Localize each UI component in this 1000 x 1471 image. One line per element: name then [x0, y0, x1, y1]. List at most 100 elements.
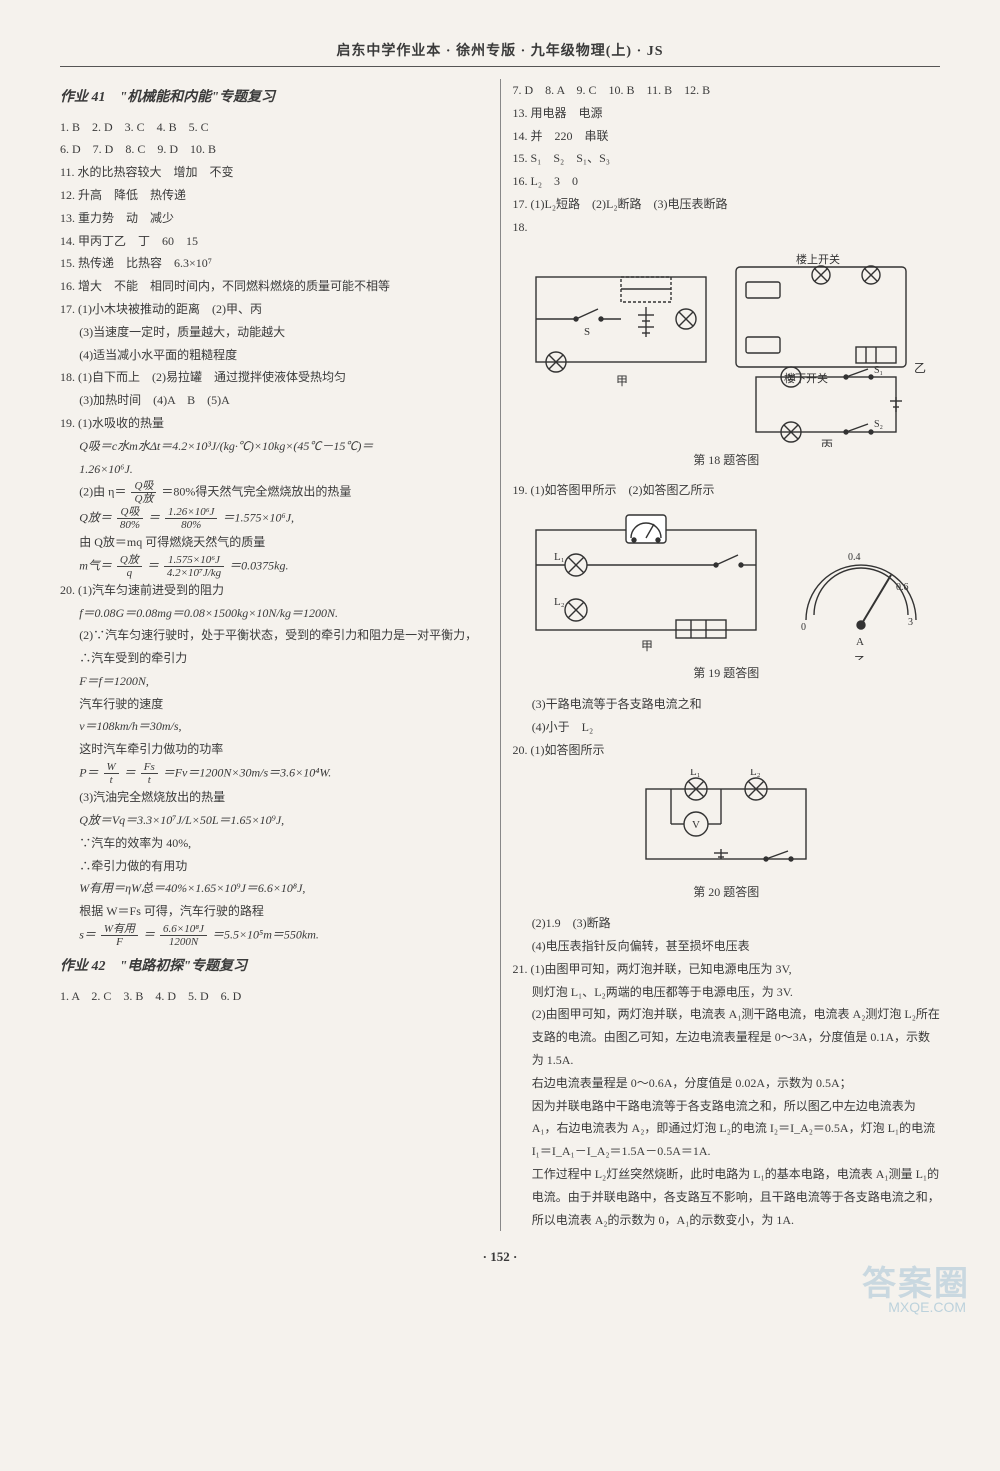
q1-5: 1. B 2. D 3. C 4. B 5. C — [60, 116, 488, 139]
q17-1: 17. (1)小木块被推动的距离 (2)甲、丙 — [60, 298, 488, 321]
watermark-url: MXQE.COM — [888, 1299, 966, 1315]
q19-2: (2)由 η＝ Q吸 Q放 ＝80%得天然气完全燃烧放出的热量 — [60, 480, 488, 505]
svg-text:楼上开关: 楼上开关 — [796, 252, 840, 266]
q19-eq1-val: 1.26×10⁶J. — [60, 458, 488, 481]
q14: 14. 甲丙丁乙 丁 60 15 — [60, 230, 488, 253]
circuit-diagram-19-icon: L₁ L₂ 甲 — [526, 510, 926, 660]
q20-F: F＝f＝1200N, — [60, 670, 488, 693]
r-q21-2d: 工作过程中 L₂灯丝突然烧断，此时电路为 L₁的基本电路，电流表 A₁测量 L₁… — [513, 1163, 941, 1231]
figure-20-caption: 第 20 题答图 — [513, 881, 941, 904]
figure-19: L₁ L₂ 甲 — [513, 510, 941, 685]
q19-2-pre: (2)由 η＝ — [79, 485, 126, 499]
r-q19-1: 19. (1)如答图甲所示 (2)如答图乙所示 — [513, 479, 941, 502]
r-q21-1b: 则灯泡 L₁、L₂两端的电压都等于电源电压，为 3V. — [513, 981, 941, 1004]
q20-P: P＝ W t ＝ Fs t ＝Fv＝1200N×30m/s＝3.6×10⁴W. — [60, 761, 488, 786]
svg-text:M: M — [787, 373, 796, 384]
frac-m2-den: 4.2×10⁷J/kg — [164, 567, 224, 579]
svg-text:甲: 甲 — [616, 374, 628, 388]
q20-so: ∴汽车受到的牵引力 — [60, 647, 488, 670]
svg-text:A: A — [856, 636, 864, 648]
svg-text:乙: 乙 — [914, 361, 926, 375]
r-q17: 17. (1)L₂短路 (2)L₂断路 (3)电压表断路 — [513, 193, 941, 216]
q20-W: W有用＝ηW总＝40%×1.65×10⁹J＝6.6×10⁸J, — [60, 877, 488, 900]
svg-text:L₁: L₁ — [690, 769, 701, 778]
figure-18-caption: 第 18 题答图 — [513, 449, 941, 472]
q19-qfang-post: ＝1.575×10⁶J, — [222, 510, 294, 524]
q20-s-mid: ＝ — [143, 927, 155, 941]
r-q14: 14. 并 220 串联 — [513, 125, 941, 148]
q19-mq: 由 Q放＝mq 可得燃烧天然气的质量 — [60, 531, 488, 554]
frac-q1-den: 80% — [117, 519, 143, 531]
s42-q1-6: 1. A 2. C 3. B 4. D 5. D 6. D — [60, 985, 488, 1008]
right-column: 7. D 8. A 9. C 10. B 11. B 12. B 13. 用电器… — [513, 79, 941, 1231]
q19-mgas-mid: ＝ — [147, 558, 159, 572]
frac-q1: Q吸 80% — [117, 506, 143, 531]
r-q21-2c: 因为并联电路中干路电流等于各支路电流之和，所以图乙中左边电流表为 A₁，右边电流… — [513, 1095, 941, 1163]
frac-eta-num: Q吸 — [131, 480, 156, 493]
q6-10: 6. D 7. D 8. C 9. D 10. B — [60, 138, 488, 161]
q20-dist-label: 根据 W＝Fs 可得，汽车行驶的路程 — [60, 900, 488, 923]
figure-19-caption: 第 19 题答图 — [513, 662, 941, 685]
q19-eq1: Q吸＝c水m水Δt＝4.2×10³J/(kg·℃)×10kg×(45℃－15℃)… — [60, 435, 488, 458]
q19-qfang: Q放＝ Q吸 80% ＝ 1.26×10⁶J 80% ＝1.575×10⁶J, — [60, 506, 488, 531]
q20-s-pre: s＝ — [79, 927, 96, 941]
r-q16: 16. L₂ 3 0 — [513, 170, 941, 193]
r-q19-4: (4)小于 L₂ — [513, 716, 941, 739]
svg-text:甲: 甲 — [641, 639, 653, 653]
svg-text:V: V — [692, 819, 700, 831]
frac-m2-num: 1.575×10⁶J — [164, 554, 224, 567]
column-divider — [500, 79, 501, 1231]
figure-20: L₁ L₂ V — [513, 769, 941, 904]
figure-18: S 甲 — [513, 247, 941, 472]
q20-eff: ∵汽车的效率为 40%, — [60, 832, 488, 855]
q18-1: 18. (1)自下而上 (2)易拉罐 通过搅拌使液体受热均匀 — [60, 366, 488, 389]
frac-m1-den: q — [117, 567, 142, 579]
q19-qfang-mid: ＝ — [148, 510, 160, 524]
content-columns: 作业 41 "机械能和内能"专题复习 1. B 2. D 3. C 4. B 5… — [60, 79, 940, 1231]
q20-P-post: ＝Fv＝1200N×30m/s＝3.6×10⁴W. — [163, 765, 332, 779]
r-q21-2: (2)由图甲可知，两灯泡并联，电流表 A₁测干路电流，电流表 A₂测灯泡 L₂所… — [513, 1003, 941, 1071]
frac-Wt-num: W — [104, 761, 119, 774]
q19-mgas: m气＝ Q放 q ＝ 1.575×10⁶J 4.2×10⁷J/kg ＝0.037… — [60, 554, 488, 579]
svg-text:L₂: L₂ — [750, 769, 761, 778]
frac-q2-den: 80% — [165, 519, 217, 531]
svg-text:0: 0 — [801, 622, 806, 633]
r-q19-3: (3)干路电流等于各支路电流之和 — [513, 693, 941, 716]
q18-3: (3)加热时间 (4)A B (5)A — [60, 389, 488, 412]
frac-WF: W有用 F — [101, 923, 138, 948]
frac-q1-num: Q吸 — [117, 506, 143, 519]
q19-2-post: ＝80%得天然气完全燃烧放出的热量 — [161, 485, 351, 499]
frac-q2: 1.26×10⁶J 80% — [165, 506, 217, 531]
svg-text:L₁: L₁ — [554, 551, 565, 563]
circuit-diagram-20-icon: L₁ L₂ V — [626, 769, 826, 879]
frac-m2: 1.575×10⁶J 4.2×10⁷J/kg — [164, 554, 224, 579]
svg-text:S₁: S₁ — [874, 365, 883, 376]
q20-s-post: ＝5.5×10⁵m＝550km. — [212, 927, 319, 941]
page-header: 启东中学作业本 · 徐州专版 · 九年级物理(上) · JS — [60, 40, 940, 67]
r-q21-2b: 右边电流表量程是 0～0.6A，分度值是 0.02A，示数为 0.5A； — [513, 1072, 941, 1095]
left-column: 作业 41 "机械能和内能"专题复习 1. B 2. D 3. C 4. B 5… — [60, 79, 488, 1231]
svg-text:0.4: 0.4 — [848, 552, 861, 563]
q20-speed-label: 汽车行驶的速度 — [60, 693, 488, 716]
frac-Fst: Fs t — [141, 761, 158, 786]
svg-text:L₂: L₂ — [554, 596, 565, 608]
page-number: · 152 · — [60, 1249, 940, 1265]
q20-Q: Q放＝Vq＝3.3×10⁷J/L×50L＝1.65×10⁹J, — [60, 809, 488, 832]
frac-m1: Q放 q — [117, 554, 142, 579]
frac-Wt-den: t — [104, 774, 119, 786]
svg-text:0.6: 0.6 — [896, 582, 909, 593]
svg-text:乙: 乙 — [854, 654, 866, 660]
q20-P-mid: ＝ — [124, 765, 136, 779]
r-q21-1: 21. (1)由图甲可知，两灯泡并联，已知电源电压为 3V, — [513, 958, 941, 981]
svg-text:S: S — [584, 326, 590, 338]
circuit-diagram-18-icon: S 甲 — [526, 247, 926, 447]
frac-WF-den: F — [101, 936, 138, 948]
frac-sval-num: 6.6×10⁸J — [160, 923, 207, 936]
frac-sval: 6.6×10⁸J 1200N — [160, 923, 207, 948]
r-q13: 13. 用电器 电源 — [513, 102, 941, 125]
q19-mgas-post: ＝0.0375kg. — [229, 558, 288, 572]
q20-P-pre: P＝ — [79, 765, 98, 779]
frac-eta: Q吸 Q放 — [131, 480, 156, 505]
q11: 11. 水的比热容较大 增加 不变 — [60, 161, 488, 184]
q19-mgas-pre: m气＝ — [79, 558, 112, 572]
